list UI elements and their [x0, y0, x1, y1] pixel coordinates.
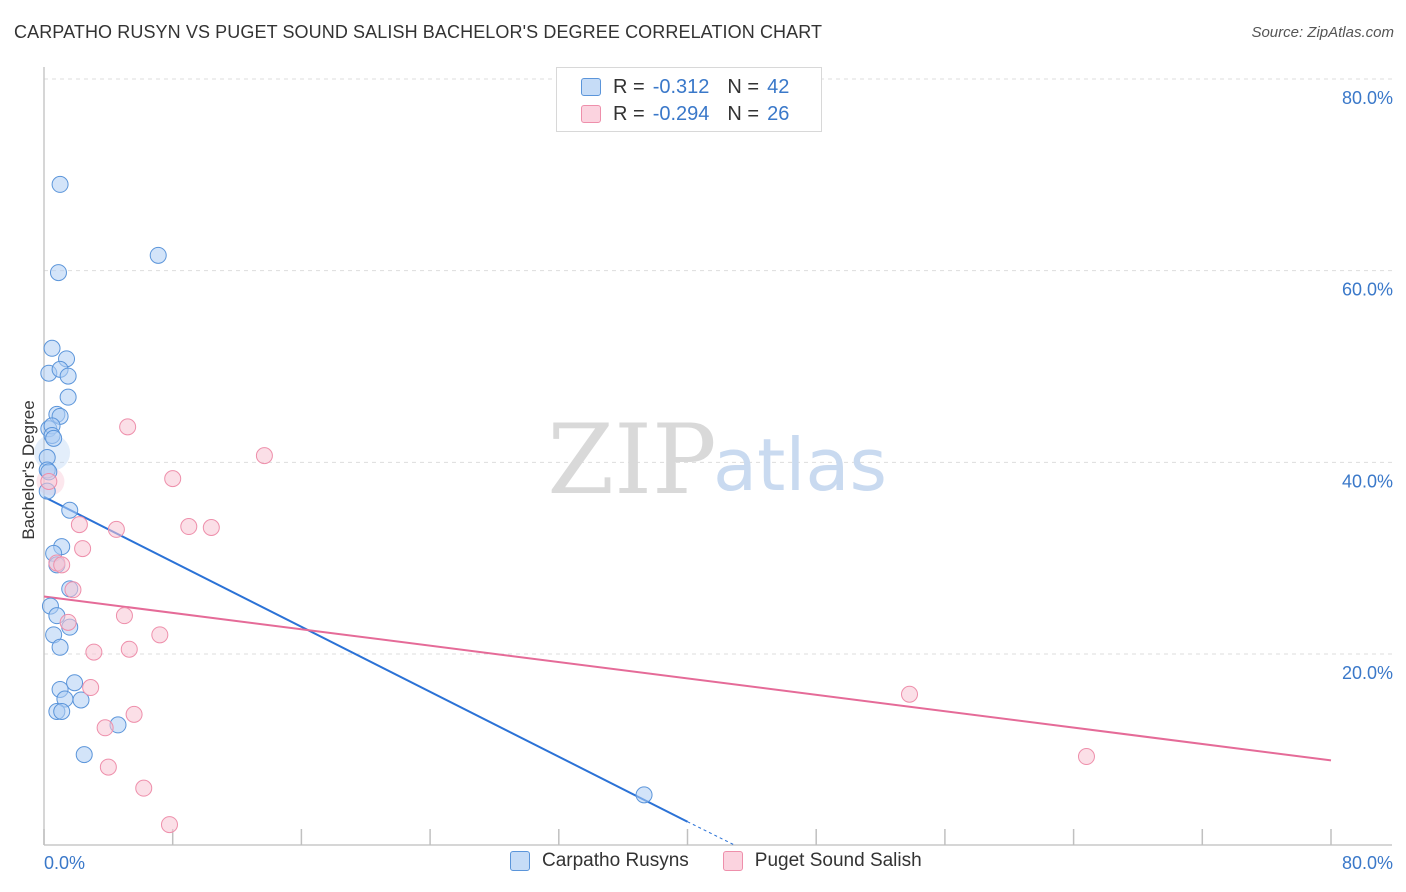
legend-label: Puget Sound Salish — [754, 850, 922, 871]
blue-swatch-icon — [581, 78, 601, 96]
data-point — [160, 816, 178, 834]
legend-item-puget[interactable]: Puget Sound Salish — [722, 850, 922, 872]
blue-swatch-icon — [510, 851, 530, 871]
data-point — [53, 556, 71, 574]
data-point — [64, 581, 82, 599]
data-point — [53, 703, 71, 720]
data-point — [1077, 748, 1095, 766]
n-label: N = — [727, 75, 760, 98]
data-point — [635, 786, 653, 804]
data-point — [43, 339, 61, 357]
watermark-atlas: atlas — [713, 423, 887, 507]
trend-line — [43, 495, 688, 823]
data-point — [70, 516, 88, 534]
data-point — [180, 518, 198, 536]
data-point — [59, 388, 77, 406]
data-point — [125, 705, 143, 723]
data-point — [151, 626, 169, 644]
y-tick-label: 40.0% — [1342, 471, 1393, 491]
stats-legend: R = -0.312 N = 42 R = -0.294 N = 26 — [556, 67, 822, 132]
r-label: R = — [613, 102, 645, 125]
data-point — [164, 470, 182, 488]
data-point — [107, 520, 125, 538]
data-point — [135, 779, 153, 797]
r-label: R = — [613, 75, 645, 98]
data-point — [99, 758, 117, 776]
stats-row-carpatho: R = -0.312 N = 42 — [581, 74, 789, 100]
data-point — [120, 640, 138, 658]
stats-row-puget: R = -0.294 N = 26 — [581, 101, 789, 127]
legend-item-carpatho[interactable]: Carpatho Rusyns — [510, 850, 689, 872]
y-tick-label: 20.0% — [1342, 663, 1393, 683]
watermark: ZIP atlas — [547, 404, 887, 516]
y-axis-label: Bachelor's Degree — [19, 400, 38, 539]
data-points — [34, 175, 1095, 834]
data-point — [82, 679, 100, 697]
y-tick-label: 80.0% — [1342, 88, 1393, 108]
tick-labels: 20.0% 40.0% 60.0% 80.0% 0.0% 80.0% — [44, 88, 1393, 873]
source-label: Source: ZipAtlas.com — [1251, 24, 1394, 41]
watermark-zip: ZIP — [547, 404, 716, 516]
data-point — [40, 473, 58, 490]
data-point — [61, 501, 79, 519]
data-point — [119, 418, 137, 436]
x-tick-label: 80.0% — [1342, 853, 1393, 873]
data-point — [85, 643, 103, 661]
data-point — [255, 447, 273, 465]
data-point — [59, 613, 77, 631]
data-point — [901, 685, 919, 703]
n-label: N = — [727, 102, 760, 125]
data-point — [49, 264, 67, 282]
data-point — [45, 429, 63, 447]
r-value: -0.294 — [652, 102, 710, 125]
y-tick-label: 60.0% — [1342, 280, 1393, 300]
data-point — [202, 519, 220, 536]
data-point — [66, 674, 84, 692]
data-point — [115, 607, 133, 625]
n-value: 42 — [767, 75, 790, 98]
trend-line-extension — [687, 821, 736, 847]
chart-title: CARPATHO RUSYN VS PUGET SOUND SALISH BAC… — [14, 22, 823, 42]
n-value: 26 — [767, 102, 790, 125]
data-point — [74, 540, 92, 558]
pink-swatch-icon — [581, 105, 601, 123]
data-point — [51, 638, 69, 656]
data-point — [59, 367, 77, 385]
data-point — [149, 246, 167, 264]
pink-swatch-icon — [722, 851, 743, 871]
data-point — [72, 691, 90, 709]
legend-label: Carpatho Rusyns — [542, 850, 689, 871]
data-point — [96, 719, 114, 737]
r-value: -0.312 — [652, 75, 710, 98]
gridlines — [44, 78, 1392, 655]
series-legend: Carpatho Rusyns Puget Sound Salish — [510, 850, 956, 872]
trend-line — [43, 595, 1332, 762]
data-point — [51, 175, 69, 193]
x-tick-label: 0.0% — [44, 853, 85, 873]
trend-lines — [43, 495, 1332, 847]
data-point — [75, 746, 93, 764]
